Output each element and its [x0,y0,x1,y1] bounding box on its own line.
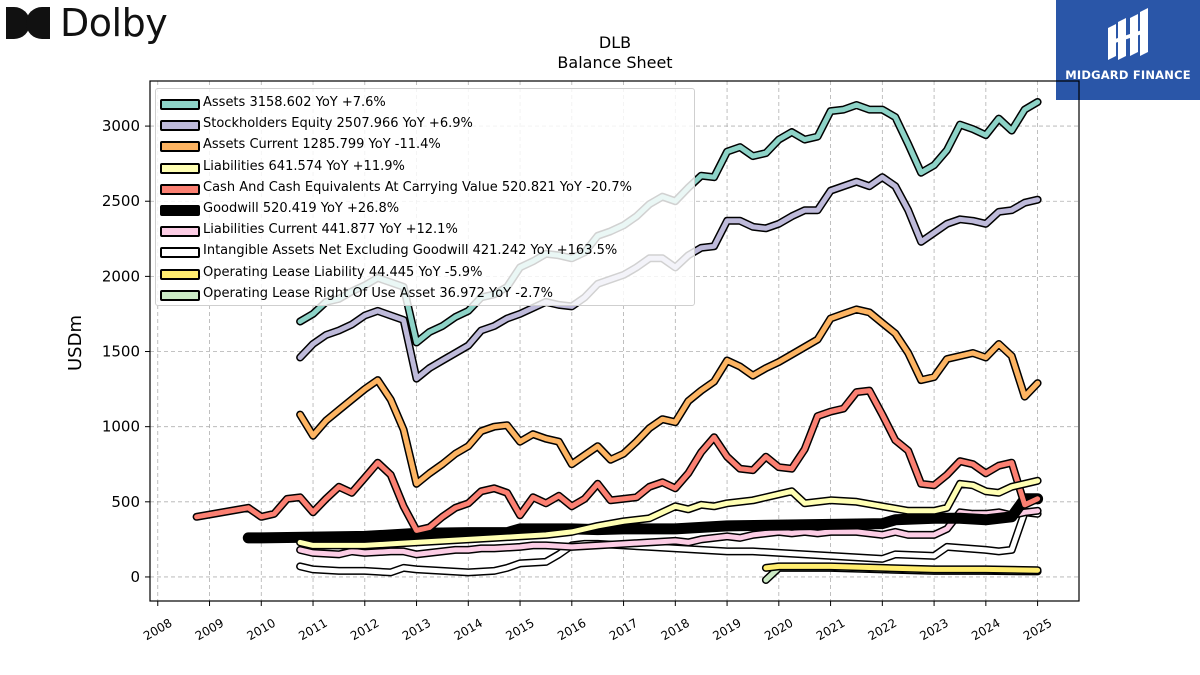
goodwill-series-line [244,494,1042,542]
legend-swatch [160,183,200,195]
legend-swatch [160,99,200,110]
y-tick-label: 2500 [102,192,140,210]
x-tick-label: 2020 [762,616,795,643]
axes: 2008 2009 2010 2011 2012 2013 2014 2015 2016 2017… [102,117,1055,643]
x-tick-label: 2022 [866,616,899,643]
x-tick-label: 2025 [1021,616,1054,643]
legend-label: Liabilities 641.574 YoY +11.9% [203,158,405,174]
x-tick-label: 2024 [969,616,1002,643]
legend-label: Goodwill 520.419 YoY +26.8% [203,201,400,216]
midgard-monogram-icon [1108,8,1148,60]
assets-current-series-line [297,306,1041,487]
legend-swatch [160,205,200,216]
x-tick-label: 2016 [555,616,588,643]
midgard-finance-logo: MIDGARD FINANCE [1056,0,1200,100]
plot-frame [149,80,1080,602]
x-tick-label: 2019 [710,616,743,643]
y-tick-label: 2000 [102,267,140,285]
y-tick-label: 1500 [102,343,140,361]
x-tick-label: 2023 [917,616,950,643]
dolby-double-d-icon [6,7,50,39]
legend-swatch [160,289,200,301]
legend-label: Operating Lease Liability 44.445 YoY -5.… [203,264,483,280]
x-tick-label: 2018 [659,616,692,643]
legend-swatch [160,120,200,132]
x-tick-label: 2013 [400,616,433,643]
legend-swatch [160,162,200,174]
legend-label: Operating Lease Right Of Use Asset 36.97… [203,285,553,301]
x-tick-label: 2009 [193,616,226,643]
legend-swatch [160,268,200,280]
dolby-logo: Dolby [4,0,168,46]
liabilities-series-line [297,478,1041,548]
x-tick-label: 2010 [245,616,278,643]
legend-label: Stockholders Equity 2507.966 YoY +6.9% [203,116,473,132]
x-tick-label: 2015 [503,616,536,643]
dolby-wordmark: Dolby [60,1,168,45]
cash-and-cash-equivalents-at-carrying-value-series-line [194,388,1041,533]
y-tick-label: 0 [130,568,140,586]
legend-label: Liabilities Current 441.877 YoY +12.1% [203,222,458,238]
y-tick-label: 500 [111,493,140,511]
midgard-wordmark: MIDGARD FINANCE [1065,68,1191,82]
x-tick-label: 2014 [452,616,485,643]
x-tick-label: 2017 [607,616,640,643]
y-tick-label: 3000 [102,117,140,135]
chart-title: DLB [598,33,632,52]
chart-subtitle: Balance Sheet [557,53,673,72]
legend-label: Assets Current 1285.799 YoY -11.4% [203,137,441,153]
y-tick-label: 1000 [102,418,140,436]
legend-label: Cash And Cash Equivalents At Carrying Va… [203,179,632,195]
legend-swatch [160,247,200,259]
legend-label: Assets 3158.602 YoY +7.6% [203,95,386,110]
x-tick-label: 2021 [814,616,847,643]
operating-lease-liability-series-line [763,563,1041,573]
legend-label: Intangible Assets Net Excluding Goodwill… [203,243,618,259]
liabilities-current-series-line [297,508,1041,557]
chart-legend: Assets 3158.602 YoY +7.6% Stockholders Eq… [155,88,695,306]
legend-swatch [160,141,200,153]
x-tick-label: 2012 [348,616,381,643]
y-axis-label: USDm [65,315,86,371]
x-tick-label: 2011 [296,616,329,643]
legend-swatch [160,226,200,238]
x-tick-label: 2008 [141,616,174,643]
